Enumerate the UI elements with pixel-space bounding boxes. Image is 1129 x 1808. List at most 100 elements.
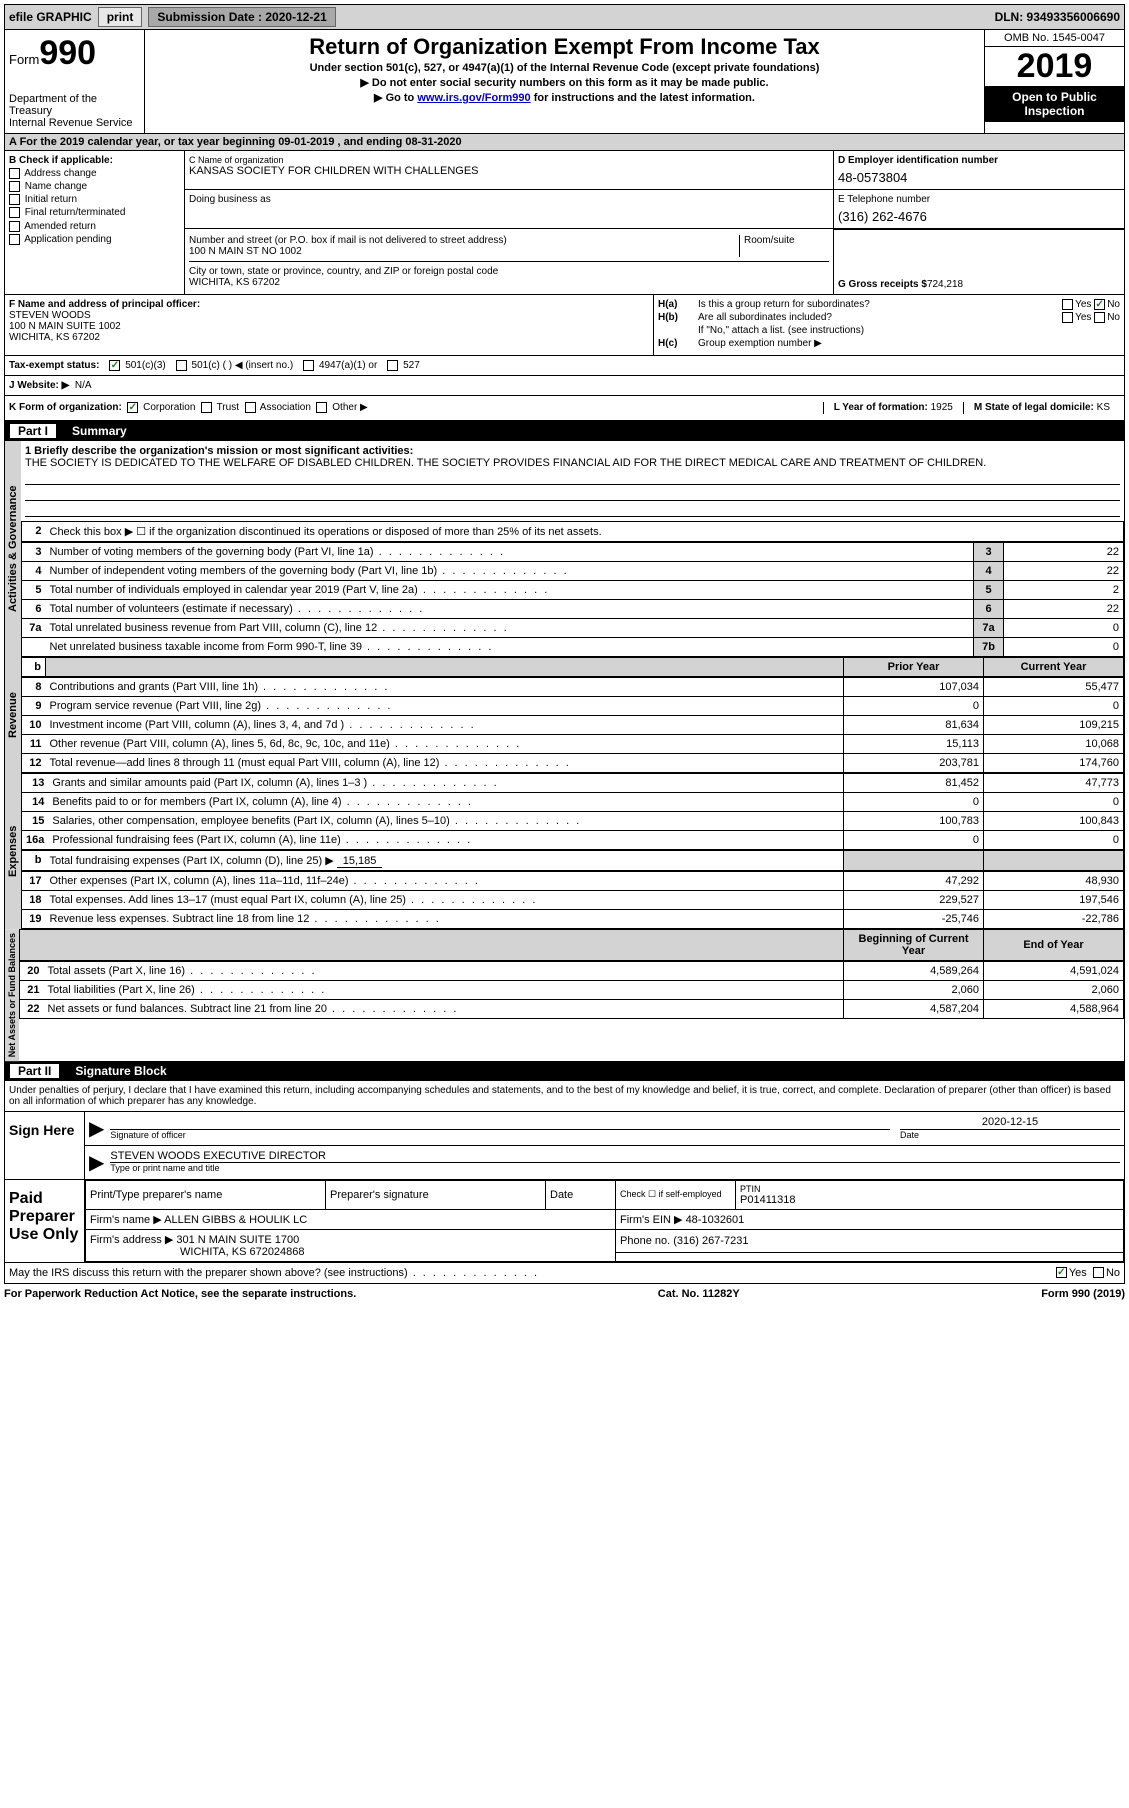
k-corp[interactable]: Corporation [127, 402, 195, 413]
hc-label: Group exemption number ▶ [698, 338, 822, 349]
city-label: City or town, state or province, country… [189, 266, 829, 277]
i-501c3[interactable]: 501(c)(3) [109, 360, 165, 371]
table-row: Net unrelated business taxable income fr… [22, 637, 1124, 656]
vert-revenue: Revenue [5, 657, 21, 773]
firm-phone: (316) 267-7231 [673, 1235, 748, 1247]
form-title: Return of Organization Exempt From Incom… [151, 34, 978, 60]
k-other[interactable]: Other ▶ [316, 402, 367, 413]
top-bar: efile GRAPHIC print Submission Date : 20… [4, 4, 1125, 30]
hb-text: Are all subordinates included? [698, 312, 1062, 323]
table-row: 21Total liabilities (Part X, line 26)2,0… [20, 980, 1124, 999]
i-501c[interactable]: 501(c) ( ) ◀ (insert no.) [176, 360, 293, 371]
gross-value: 724,218 [927, 279, 963, 290]
tax-year: 2019 [985, 47, 1124, 86]
table-row: 19Revenue less expenses. Subtract line 1… [22, 909, 1124, 928]
instructions-note: ▶ Go to www.irs.gov/Form990 for instruct… [151, 91, 978, 104]
l-value: 1925 [931, 402, 953, 413]
sig-date: 2020-12-15 [900, 1116, 1120, 1130]
part2-header: Part II Signature Block [4, 1061, 1125, 1081]
part2-num: Part II [10, 1064, 59, 1078]
footer-cat: Cat. No. 11282Y [658, 1288, 740, 1300]
room-label: Room/suite [744, 235, 829, 246]
omb-number: OMB No. 1545-0047 [985, 30, 1124, 47]
j-label: J Website: ▶ [9, 380, 69, 391]
sig-officer-label: Signature of officer [110, 1130, 890, 1140]
k-assoc[interactable]: Association [245, 402, 311, 413]
street-value: 100 N MAIN ST NO 1002 [189, 246, 739, 257]
hdr-end: End of Year [984, 929, 1124, 960]
i-527[interactable]: 527 [387, 360, 419, 371]
part2-title: Signature Block [75, 1064, 166, 1078]
header-right: OMB No. 1545-0047 2019 Open to Public In… [984, 30, 1124, 133]
sign-here-label: Sign Here [5, 1112, 85, 1179]
cb-final-return[interactable]: Final return/terminated [9, 207, 180, 218]
phone-box: E Telephone number (316) 262-4676 [834, 190, 1124, 229]
discuss-question: May the IRS discuss this return with the… [9, 1267, 1056, 1279]
org-name-box: C Name of organization KANSAS SOCIETY FO… [185, 151, 834, 190]
firm-addr1: 301 N MAIN SUITE 1700 [176, 1234, 299, 1246]
table-row: 20Total assets (Part X, line 16)4,589,26… [20, 961, 1124, 980]
print-button[interactable]: print [98, 7, 143, 27]
dln: DLN: 93493356006690 [995, 10, 1120, 24]
ha-text: Is this a group return for subordinates? [698, 299, 1062, 310]
line2: Check this box ▶ ☐ if the organization d… [46, 521, 1124, 541]
hb-no[interactable]: No [1094, 312, 1120, 323]
table-row: 3Number of voting members of the governi… [22, 542, 1124, 561]
prep-selfemp[interactable]: Check ☐ if self-employed [616, 1180, 736, 1209]
cb-amended[interactable]: Amended return [9, 221, 180, 232]
header-left: Form990 Department of the Treasury Inter… [5, 30, 145, 133]
discuss-yes[interactable]: Yes [1056, 1267, 1087, 1279]
type-print-label: Type or print name and title [110, 1163, 1120, 1173]
sig-arrow-icon-2: ▶ [89, 1150, 104, 1175]
ptin-value: P01411318 [740, 1194, 1119, 1206]
table-row: 16aProfessional fundraising fees (Part I… [22, 830, 1124, 849]
discuss-no[interactable]: No [1093, 1267, 1120, 1279]
ha-yes[interactable]: Yes [1062, 299, 1091, 310]
firm-addr-label: Firm's address ▶ [90, 1234, 173, 1246]
table-row: 18Total expenses. Add lines 13–17 (must … [22, 890, 1124, 909]
table-row: 15Salaries, other compensation, employee… [22, 811, 1124, 830]
footer-left: For Paperwork Reduction Act Notice, see … [4, 1288, 356, 1300]
table-row: 14Benefits paid to or for members (Part … [22, 792, 1124, 811]
form-org-row: K Form of organization: Corporation Trus… [4, 396, 1125, 420]
line16b-label: Total fundraising expenses (Part IX, col… [50, 855, 334, 867]
l-label: L Year of formation: [834, 402, 931, 413]
table-row: 6Total number of volunteers (estimate if… [22, 599, 1124, 618]
prep-date-hdr: Date [546, 1180, 616, 1209]
j-value: N/A [75, 380, 92, 391]
hdr-current: Current Year [984, 657, 1124, 676]
website-row: J Website: ▶ N/A [4, 376, 1125, 396]
cb-initial-return[interactable]: Initial return [9, 194, 180, 205]
firm-ein-label: Firm's EIN ▶ [620, 1214, 683, 1226]
irs-link[interactable]: www.irs.gov/Form990 [417, 92, 530, 104]
ha-no[interactable]: No [1094, 299, 1120, 310]
table-row: 8Contributions and grants (Part VIII, li… [22, 677, 1124, 696]
cb-address-change[interactable]: Address change [9, 168, 180, 179]
i-4947[interactable]: 4947(a)(1) or [303, 360, 377, 371]
k-trust[interactable]: Trust [201, 402, 239, 413]
firm-name: ALLEN GIBBS & HOULIK LC [164, 1214, 307, 1226]
prep-name-hdr: Print/Type preparer's name [86, 1180, 326, 1209]
open-public: Open to Public Inspection [985, 86, 1124, 122]
tax-exempt-row: Tax-exempt status: 501(c)(3) 501(c) ( ) … [4, 356, 1125, 376]
col-b-title: B Check if applicable: [9, 155, 180, 166]
f-addr1: 100 N MAIN SUITE 1002 [9, 321, 649, 332]
part1-header: Part I Summary [4, 421, 1125, 441]
table-row: 10Investment income (Part VIII, column (… [22, 715, 1124, 734]
hb-yes[interactable]: Yes [1062, 312, 1091, 323]
dba-box: Doing business as [185, 190, 834, 229]
paid-preparer-label: Paid Preparer Use Only [5, 1180, 85, 1262]
cb-pending[interactable]: Application pending [9, 234, 180, 245]
header-center: Return of Organization Exempt From Incom… [145, 30, 984, 133]
hdr-begin: Beginning of Current Year [844, 929, 984, 960]
table-row: 5Total number of individuals employed in… [22, 580, 1124, 599]
irs: Internal Revenue Service [9, 117, 140, 129]
penalties-text: Under penalties of perjury, I declare th… [4, 1081, 1125, 1112]
efile-label: efile GRAPHIC [9, 10, 92, 24]
f-addr2: WICHITA, KS 67202 [9, 332, 649, 343]
cb-name-change[interactable]: Name change [9, 181, 180, 192]
dept-treasury: Department of the Treasury [9, 93, 140, 117]
footer-right: Form 990 (2019) [1041, 1288, 1125, 1300]
m-value: KS [1097, 402, 1110, 413]
officer-name-title: STEVEN WOODS EXECUTIVE DIRECTOR [110, 1150, 1120, 1163]
